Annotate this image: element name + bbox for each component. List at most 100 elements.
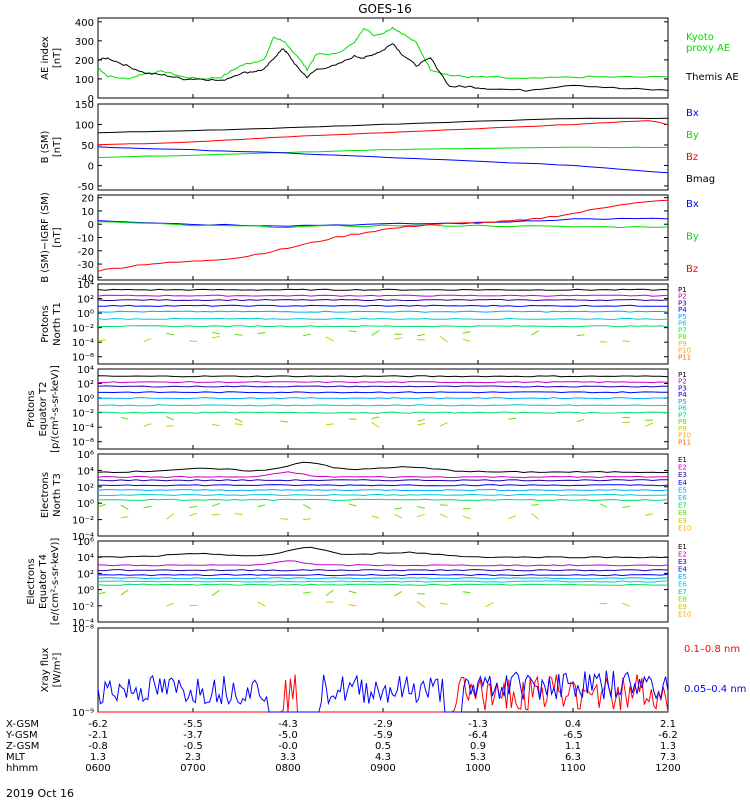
x-axis-value: -3.7 [183, 730, 203, 741]
y-tick-label: 10⁴ [77, 365, 94, 376]
flux-segment [622, 340, 631, 343]
flux-segment [143, 423, 152, 427]
flux-segment [371, 515, 380, 519]
flux-segment [211, 335, 220, 339]
legend-entry: E7 [678, 502, 687, 510]
flux-segment [166, 513, 175, 520]
x-axis-value: 1100 [560, 763, 585, 774]
flux-line [97, 488, 669, 492]
x-axis-value: 5.3 [470, 752, 486, 763]
flux-segment [371, 330, 380, 336]
x-axis-value: 1.3 [90, 752, 106, 763]
flux-segment [234, 333, 243, 336]
y-tick-label: 10⁻⁹ [72, 708, 94, 719]
flux-line [97, 304, 668, 307]
flux-segment [120, 416, 129, 420]
y-axis-label: Equator T4 [38, 554, 49, 609]
x-axis-value: 6.3 [565, 752, 581, 763]
flux-segment [417, 505, 425, 509]
y-tick-label: 10 [81, 207, 94, 218]
y-axis-label: Xray flux [40, 648, 51, 693]
legend-entry: By [686, 130, 699, 141]
x-axis-row-label: X-GSM [6, 719, 39, 730]
flux-segment [439, 422, 448, 427]
flux-segment [143, 505, 152, 509]
flux-segment [394, 507, 403, 510]
legend-entry: E5 [678, 573, 687, 581]
x-axis-value: -0.0 [278, 741, 298, 752]
legend-entry: E7 [678, 588, 687, 596]
legend-entry: P10 [678, 347, 691, 355]
legend-entry: E3 [678, 471, 687, 479]
y-tick-label: 150 [75, 100, 94, 111]
legend-entry: E2 [678, 551, 687, 559]
x-axis-value: 1000 [465, 763, 490, 774]
flux-line [97, 560, 669, 567]
y-axis-label: B (SM)−IGRF (SM) [40, 192, 51, 283]
y-tick-label: -10 [78, 234, 94, 245]
legend-entry: P11 [678, 438, 691, 446]
flux-segment [211, 423, 220, 427]
panel-5: 10⁴ 10² 10⁰ 10⁻² 10⁻⁴ 10⁻⁶ Protons Equator T2 [p… [26, 365, 691, 453]
legend-entry: P10 [678, 432, 691, 440]
flux-segment [599, 503, 608, 508]
legend-entry: P7 [678, 411, 687, 419]
flux-segment [644, 422, 654, 427]
flux-line [97, 294, 669, 297]
series-line [97, 43, 669, 92]
y-tick-label: 10⁴ [77, 466, 94, 477]
x-axis-value: 1.1 [565, 741, 581, 752]
x-axis-value: -5.5 [183, 719, 203, 730]
legend-entry: E4 [678, 479, 687, 487]
flux-line [97, 577, 669, 580]
y-tick-label: -40 [78, 273, 94, 284]
y-tick-label: 10⁶ [77, 537, 94, 548]
x-axis-row-label: Y-GSM [5, 730, 38, 741]
x-axis-value: -6.5 [563, 730, 583, 741]
y-tick-label: 100 [75, 120, 94, 131]
y-tick-label: 0 [88, 220, 94, 231]
y-axis-label: B (SM) [40, 130, 51, 163]
flux-segment [485, 602, 494, 608]
x-axis-value: 0.9 [470, 741, 486, 752]
legend-entry: Bx [686, 199, 699, 210]
flux-segment [97, 591, 106, 595]
y-tick-label: 10⁰ [77, 394, 94, 405]
legend-entry: E10 [678, 524, 691, 532]
flux-line [98, 569, 669, 572]
y-axis-label: North T3 [52, 473, 63, 517]
legend-entry: P9 [678, 340, 687, 348]
flux-segment [120, 504, 129, 510]
x-axis-value: -6.4 [468, 730, 488, 741]
x-axis-value: -4.3 [278, 719, 298, 730]
flux-segment [97, 339, 106, 342]
flux-segment [234, 513, 243, 515]
flux-line [97, 461, 669, 474]
flux-segment [257, 332, 266, 334]
legend-entry: Bx [686, 108, 699, 119]
series-line [97, 120, 669, 146]
flux-segment [508, 417, 517, 420]
flux-segment [302, 504, 312, 510]
flux-segment [120, 516, 129, 519]
panel-4: 10⁴ 10² 10⁰ 10⁻² 10⁻⁴ 10⁻⁶ Protons North T1 P1P2… [40, 280, 691, 365]
flux-line [97, 397, 669, 400]
legend-entry: E1 [678, 543, 687, 551]
flux-line [97, 580, 669, 583]
y-tick-label: 50 [81, 141, 94, 152]
y-tick-label: 10² [77, 295, 94, 306]
flux-segment [531, 504, 539, 506]
flux-segment [189, 505, 197, 509]
flux-segment [120, 589, 129, 596]
flux-segment [303, 333, 311, 337]
flux-segment [416, 601, 426, 608]
y-tick-label: -20 [78, 247, 94, 258]
flux-segment [280, 420, 289, 423]
y-axis-label: [W/m²] [52, 652, 63, 687]
flux-line [97, 479, 668, 482]
flux-segment [394, 337, 403, 340]
flux-segment [417, 418, 425, 422]
flux-segment [439, 335, 448, 343]
legend-entry: E1 [678, 456, 687, 464]
